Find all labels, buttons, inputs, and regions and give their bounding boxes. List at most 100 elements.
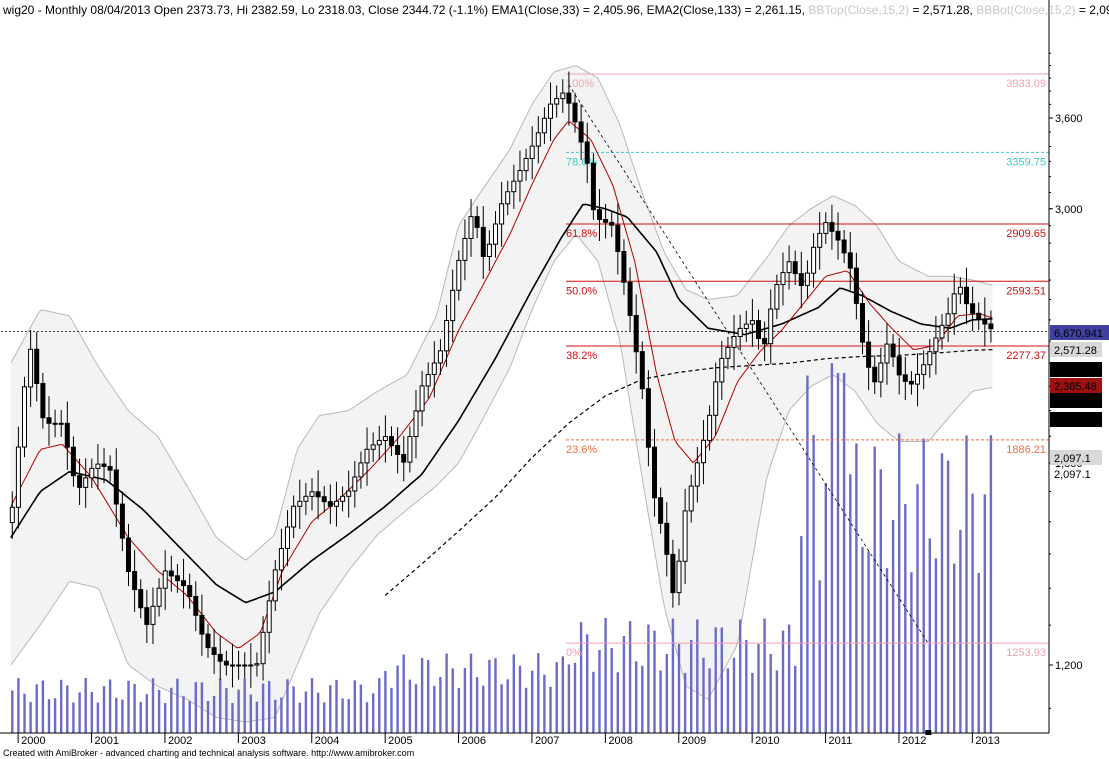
candle-body [964, 286, 969, 305]
candle-body [756, 320, 761, 340]
candle-body [517, 170, 523, 182]
value-marker-box [1050, 342, 1102, 357]
volume-bar [359, 684, 363, 733]
candle-body [725, 346, 731, 359]
bollinger-top-line [10, 65, 993, 561]
candle-body [584, 141, 590, 164]
volume-bar [720, 627, 723, 733]
candle-body [89, 467, 95, 479]
volume-bar [402, 654, 405, 733]
candle-body [597, 209, 602, 220]
candle-body [113, 469, 119, 505]
candle-body [376, 439, 382, 446]
candle-body [860, 303, 865, 343]
volume-bar [390, 687, 393, 733]
volume-bar [243, 678, 246, 733]
volume-bar [696, 619, 699, 733]
volume-bar [794, 665, 797, 733]
value-marker-label: 2,097.1 [1054, 469, 1091, 481]
volume-bar [818, 580, 821, 733]
volume-bar [567, 664, 571, 733]
time-tick-label: 2013 [975, 735, 999, 747]
candle-body [187, 585, 193, 597]
volume-bar [396, 665, 399, 733]
volume-bar [928, 538, 931, 733]
volume-bar [604, 618, 607, 733]
volume-bar [531, 670, 534, 733]
candle-body [285, 526, 290, 549]
volume-bar [512, 654, 515, 733]
candle-body [181, 580, 186, 587]
volume-bar [372, 693, 375, 733]
volume-bar [579, 622, 583, 733]
candle-body [798, 273, 804, 287]
volume-bar [427, 660, 430, 733]
volume-bar [610, 648, 613, 733]
candle-body [444, 320, 450, 352]
volume-bar [310, 678, 314, 733]
candle-body [792, 261, 798, 275]
candle-body [95, 463, 101, 469]
volume-bar [445, 653, 448, 733]
candle-body [407, 436, 413, 463]
volume-bar [934, 558, 938, 733]
candle-body [621, 251, 627, 283]
volume-bar [102, 686, 106, 733]
candle-body [627, 281, 633, 316]
time-tick-label: 2012 [902, 735, 926, 747]
volume-bar [891, 519, 895, 733]
candle-body [921, 364, 927, 375]
candle-body [303, 495, 309, 502]
candle-body [817, 232, 823, 248]
candle-body [242, 664, 248, 667]
candle-body [77, 475, 83, 488]
volume-bar [292, 686, 295, 733]
candle-body [370, 444, 376, 450]
candle-body [572, 102, 578, 123]
volume-bars [11, 363, 993, 733]
current-bar-marker [925, 730, 932, 735]
volume-bar [164, 703, 167, 733]
candle-body [633, 315, 639, 353]
volume-bar [41, 680, 45, 733]
candle-body [658, 497, 664, 524]
volume-bar [47, 699, 51, 733]
candle-body [474, 216, 480, 228]
candle-body [578, 121, 584, 143]
volume-bar [194, 682, 197, 733]
candle-body [199, 614, 205, 635]
candle-body [340, 495, 346, 502]
candle-body [254, 663, 260, 666]
price-tick-label: 1,200 [1055, 660, 1083, 672]
candle-body [915, 373, 920, 385]
volume-bar [414, 684, 418, 733]
volume-bar [274, 699, 277, 733]
volume-bar [72, 702, 75, 733]
volume-bar [739, 619, 742, 733]
candle-body [334, 500, 339, 507]
candle-body [291, 505, 297, 528]
fib-value-label: 2593.51 [1006, 285, 1046, 297]
candle-body [493, 223, 498, 245]
volume-bar [170, 687, 173, 733]
volume-bar [335, 679, 338, 733]
volume-bar [714, 627, 717, 733]
candle-body [248, 664, 254, 667]
candle-body [22, 386, 27, 448]
volume-bar [628, 621, 632, 733]
fib-percent-label: 23.6% [566, 444, 597, 456]
candle-body [829, 222, 835, 232]
volume-bar [916, 484, 919, 733]
volume-bar [108, 679, 112, 733]
candle-body [609, 221, 615, 226]
volume-bar [573, 662, 577, 733]
candle-body [719, 357, 725, 383]
volume-bar [451, 668, 454, 733]
candle-body [804, 272, 810, 286]
candle-body [682, 510, 688, 562]
candle-body [162, 570, 168, 589]
chart-title: wig20 - Monthly 08/04/2013 Open 2373.73,… [2, 3, 1109, 17]
volume-bar [904, 504, 907, 733]
volume-bar [176, 678, 179, 733]
